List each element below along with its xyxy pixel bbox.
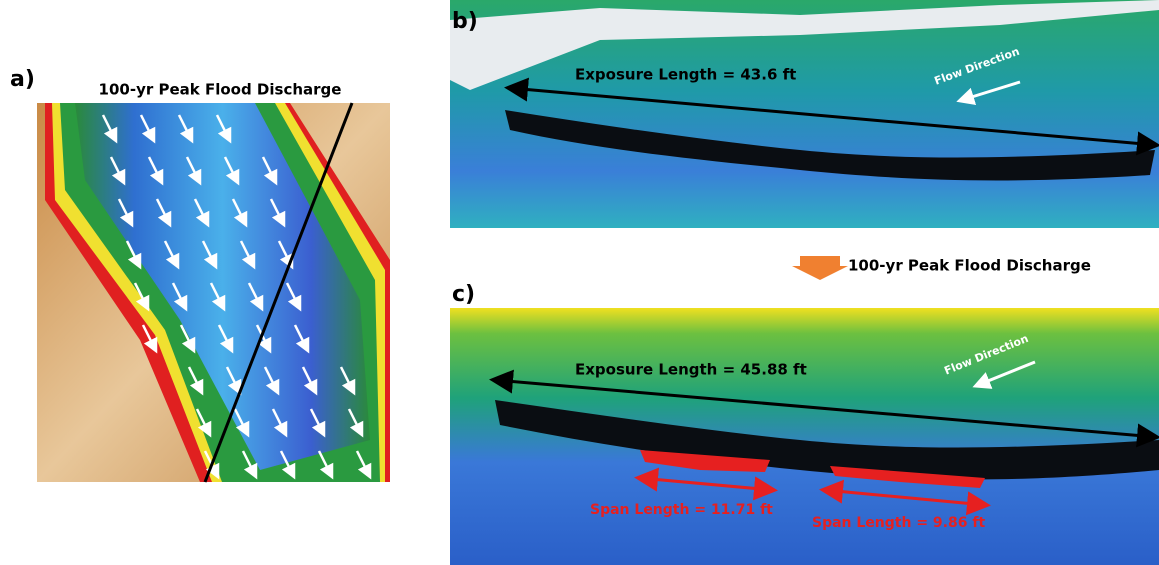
span-label: Span Length = 11.71 ft bbox=[590, 502, 773, 518]
figure: a) 100-yr Peak Flood Discharge b) Exposu… bbox=[0, 0, 1159, 565]
span-label: Span Length = 9.86 ft bbox=[812, 515, 985, 531]
panel-label: b) bbox=[452, 9, 478, 34]
transition-label: 100-yr Peak Flood Discharge bbox=[848, 257, 1091, 275]
exposure-label: Exposure Length = 43.6 ft bbox=[575, 66, 796, 84]
exposure-label: Exposure Length = 45.88 ft bbox=[575, 361, 807, 379]
panel-title: 100-yr Peak Flood Discharge bbox=[99, 81, 342, 99]
panel-label: c) bbox=[452, 282, 475, 307]
terrain-view-c bbox=[450, 308, 1159, 565]
panel-label: a) bbox=[10, 67, 35, 92]
flood-map bbox=[37, 103, 390, 482]
terrain-view-b bbox=[450, 0, 1159, 228]
transition-arrow bbox=[792, 256, 848, 280]
